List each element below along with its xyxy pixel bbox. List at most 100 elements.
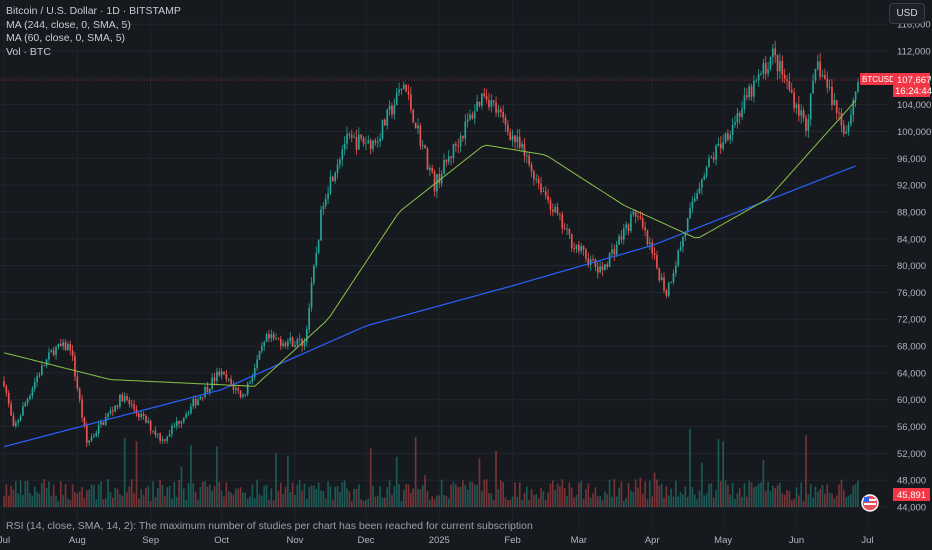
candle-body (284, 343, 287, 346)
volume-bar (317, 482, 320, 507)
candle-body (142, 413, 145, 416)
candle-body (213, 377, 216, 382)
volume-bar (824, 493, 826, 507)
candle-body (93, 435, 95, 437)
volume-bar (620, 481, 623, 507)
candle-body (97, 424, 100, 434)
volume-legend[interactable]: Vol · BTC (6, 45, 51, 58)
candle-body (800, 110, 803, 116)
candle-body (802, 110, 805, 118)
volume-bar (585, 489, 587, 507)
volume-bar (57, 500, 60, 507)
volume-bar (440, 479, 443, 507)
candle-body (488, 99, 490, 107)
volume-bar (305, 499, 308, 507)
ma-60-legend[interactable]: MA (60, close, 0, SMA, 5) (6, 32, 126, 44)
volume-bar (738, 487, 741, 507)
volume-bar (417, 488, 419, 507)
candle-body (608, 253, 611, 267)
volume-bar (405, 484, 407, 507)
volume-bar (686, 496, 689, 507)
candle-body (265, 334, 268, 342)
volume-bar (743, 483, 746, 507)
volume-bar (679, 491, 682, 507)
volume-bar (594, 487, 597, 507)
volume-bar (421, 485, 424, 507)
volume-bar (831, 493, 833, 507)
candle-body (405, 84, 407, 92)
symbol-title[interactable]: Bitcoin / U.S. Dollar · 1D · BITSTAMP (6, 5, 181, 17)
volume-bar (239, 487, 242, 507)
candle-body (360, 134, 363, 139)
price-tick-label: 84,000 (897, 234, 926, 245)
candle-body (715, 146, 717, 160)
volume-bar (424, 475, 426, 507)
candle-body (852, 99, 855, 115)
volume-bar (677, 496, 680, 507)
volume-bar (525, 486, 528, 507)
volume-bar (826, 484, 829, 507)
volume-bar (793, 498, 795, 507)
candle-body (279, 338, 282, 346)
candle-body (525, 155, 528, 157)
volume-bar (31, 495, 34, 507)
volume-bar (450, 484, 452, 507)
volume-bar (715, 490, 717, 507)
volume-bar (376, 495, 379, 507)
volume-bar (540, 487, 542, 507)
volume-bar (689, 428, 691, 507)
candle-body (81, 399, 83, 418)
candle-body (289, 337, 292, 341)
volume-bar (206, 486, 209, 507)
volume-bar (265, 484, 268, 507)
candle-body (795, 104, 798, 109)
candle-body (738, 113, 741, 117)
candle-body (107, 413, 109, 418)
candle-body (55, 346, 57, 356)
candle-body (350, 135, 353, 138)
candle-body (667, 283, 670, 296)
candle-body (85, 425, 88, 443)
flag-icon[interactable] (861, 494, 879, 512)
volume-bar (272, 500, 275, 507)
volume-bar (166, 487, 169, 507)
volume-bar (192, 483, 195, 507)
candle-body (159, 433, 161, 441)
candle-body (235, 388, 237, 390)
volume-bar (722, 441, 724, 507)
volume-bar (62, 495, 64, 507)
candle-body (5, 386, 8, 393)
price-tick-label: 72,000 (897, 315, 926, 326)
candle-body (719, 143, 722, 149)
candle-body (201, 396, 204, 398)
candle-body (168, 433, 171, 437)
volume-bar (717, 439, 720, 507)
volume-bar (634, 479, 637, 507)
candle-body (62, 342, 64, 347)
candle-body (781, 61, 784, 75)
ma-244-legend[interactable]: MA (244, close, 0, SMA, 5) (6, 18, 131, 31)
candle-body (504, 117, 507, 125)
candle-body (185, 413, 187, 418)
candle-body (705, 167, 708, 177)
volume-bar (211, 490, 214, 507)
candle-body (15, 422, 17, 426)
candle-body (857, 81, 859, 92)
candle-body (182, 417, 185, 422)
volume-bar (69, 500, 72, 507)
time-tick-label: Jul (861, 535, 873, 546)
currency-button[interactable]: USD (889, 3, 925, 24)
volume-bar (767, 481, 769, 507)
candle-body (585, 249, 587, 259)
volume-bar (360, 499, 363, 507)
candle-body (788, 81, 791, 91)
candle-body (708, 158, 710, 168)
candle-body (412, 109, 415, 123)
volume-bar (12, 489, 15, 507)
candle-body (660, 277, 663, 281)
volume-bar (244, 492, 247, 507)
volume-bar (627, 482, 630, 507)
candle-body (216, 371, 218, 382)
volume-bar (644, 481, 646, 507)
